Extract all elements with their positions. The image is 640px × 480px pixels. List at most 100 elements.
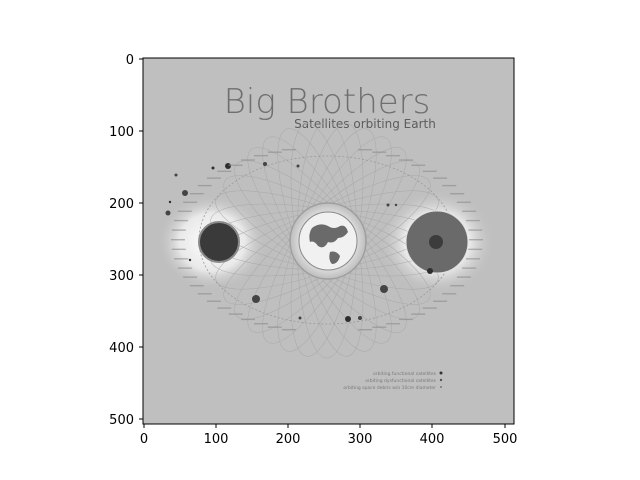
satellite-dot [380, 285, 388, 293]
x-tick-label: 300 [348, 432, 373, 447]
satellite-dot [358, 316, 362, 320]
left-large-satellite [198, 221, 240, 263]
satellite-label-mark [411, 164, 426, 166]
satellite-label-mark [372, 326, 387, 328]
satellite-label-mark [358, 149, 373, 151]
satellite-label-mark [254, 154, 269, 157]
x-tick-label: 400 [420, 432, 445, 447]
satellite-label-mark [177, 267, 192, 269]
satellite-label-mark [174, 258, 189, 260]
satellite-label-mark [171, 239, 185, 241]
satellite-label-mark [241, 318, 255, 321]
satellite-dot [296, 164, 300, 168]
satellite-dot [174, 173, 178, 177]
satellite-label-mark [171, 229, 186, 231]
poster-legend: orbiting functional satellites orbiting … [343, 371, 443, 391]
legend-item-functional: orbiting functional satellites [373, 371, 437, 377]
satellite-label-mark [206, 177, 221, 179]
satellite-dot [394, 203, 398, 207]
satellite-label-mark [442, 293, 457, 295]
poster: Big Brothers Satellites orbiting Earth o… [157, 82, 495, 391]
small-satellites [165, 162, 433, 322]
satellite-dot [182, 190, 188, 196]
satellite-label-mark [241, 159, 255, 161]
satellite-label-mark [267, 151, 282, 153]
satellite-label-mark [189, 193, 204, 195]
satellite-label-mark [174, 219, 189, 222]
x-tick-label: 100 [204, 432, 229, 447]
y-tick-label: 100 [109, 125, 134, 140]
poster-subtitle: Satellites orbiting Earth [294, 117, 436, 131]
satellite-dot [386, 203, 390, 207]
axes-frame [142, 57, 515, 425]
y-tick-label: 500 [109, 413, 134, 428]
satellite-label-mark [183, 201, 198, 203]
satellite-label-mark [462, 267, 477, 269]
x-tick-label: 200 [276, 432, 301, 447]
satellite-dot [165, 210, 171, 216]
x-axis: 0 100 200 300 400 500 [140, 424, 518, 447]
satellite-labels [171, 149, 483, 331]
legend-dot-debris [440, 386, 442, 388]
legend-item-dysfunctional: orbiting dysfunctional satellites [365, 378, 436, 384]
satellite-label-mark [456, 201, 471, 203]
satellite-label-mark [281, 328, 296, 331]
x-tick-label: 500 [493, 432, 518, 447]
satellite-dot [252, 295, 260, 303]
earth-continents [309, 224, 348, 264]
satellite-dot [211, 166, 215, 170]
satellite-dot [427, 268, 433, 274]
poster-title: Big Brothers [224, 82, 431, 122]
satellite-dot [298, 316, 302, 320]
satellite-label-mark [433, 177, 448, 179]
satellite-label-mark [385, 154, 400, 157]
satellite-dot [168, 200, 172, 204]
satellite-label-mark [197, 293, 212, 295]
y-axis: 0 100 200 300 400 500 [109, 53, 143, 428]
satellite-dot [345, 316, 351, 322]
right-large-satellite-core [429, 235, 443, 249]
satellite-label-mark [281, 149, 296, 151]
satellite-label-mark [422, 170, 437, 173]
legend-dot-functional [439, 371, 443, 375]
satellite-label-mark [468, 229, 483, 231]
legend-dot-dysfunctional [439, 378, 443, 382]
satellite-label-mark [385, 323, 400, 325]
satellite-label-mark [254, 323, 269, 325]
satellite-label-mark [177, 210, 192, 212]
satellite-label-mark [422, 307, 437, 309]
satellite-label-mark [456, 276, 471, 278]
satellite-dot [225, 163, 231, 169]
y-tick-label: 200 [109, 197, 134, 212]
satellite-label-mark [197, 184, 212, 187]
satellite-label-mark [228, 313, 243, 315]
y-tick-label: 0 [126, 53, 134, 68]
satellite-label-mark [442, 184, 457, 187]
satellite-label-mark [358, 328, 373, 331]
y-tick-label: 400 [109, 341, 134, 356]
satellite-label-mark [462, 210, 477, 212]
satellite-label-mark [411, 313, 426, 315]
legend-item-debris: orbiting space debris w/o 10cm diameter [343, 385, 436, 391]
satellite-label-mark [468, 248, 483, 251]
satellite-label-mark [228, 164, 243, 166]
satellite-label-mark [217, 307, 232, 309]
x-tick-label: 0 [140, 432, 148, 447]
satellite-label-mark [399, 159, 413, 161]
satellite-label-mark [465, 258, 480, 260]
y-tick-label: 300 [109, 269, 134, 284]
satellite-label-mark [189, 285, 204, 287]
satellite-label-mark [372, 151, 387, 153]
satellite-label-mark [465, 219, 480, 222]
satellite-label-mark [450, 193, 465, 195]
satellite-dot [188, 258, 192, 262]
satellite-label-mark [171, 248, 186, 251]
satellite-label-mark [183, 276, 198, 278]
satellite-label-mark [206, 300, 221, 302]
satellite-label-mark [267, 326, 282, 328]
satellite-label-mark [469, 239, 483, 241]
satellite-label-mark [399, 318, 413, 321]
satellite-label-mark [217, 170, 232, 173]
satellite-label-mark [433, 300, 448, 302]
